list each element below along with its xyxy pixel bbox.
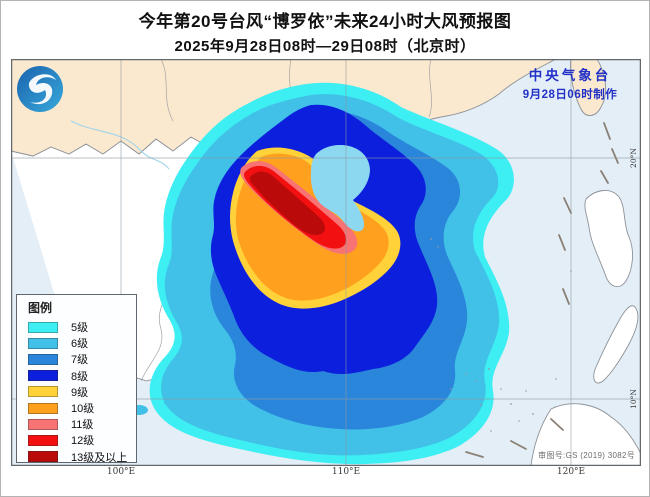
- palawan-island: [593, 305, 639, 384]
- luzon-island: [584, 190, 633, 288]
- legend-item: 13级及以上: [28, 449, 136, 465]
- legend-item: 8级: [28, 368, 136, 384]
- legend-label: 10级: [71, 403, 95, 416]
- legend-label: 5级: [71, 322, 89, 335]
- legend-item: 7级: [28, 351, 136, 367]
- x-axis-label-100e: 100°E: [106, 467, 136, 477]
- legend-swatch: [28, 451, 58, 463]
- legend-swatch: [28, 418, 58, 430]
- legend-swatch: [28, 337, 58, 349]
- y-axis-label-20n: 20°N: [629, 148, 638, 168]
- x-axis-label-110e: 110°E: [331, 467, 361, 477]
- legend-label: 13级及以上: [71, 451, 128, 464]
- agency-issue-time: 9月28日06时制作: [522, 89, 618, 101]
- forecast-map: [11, 59, 641, 466]
- approval-note: 审图号:GS (2019) 3082号: [538, 451, 635, 460]
- cma-logo-icon: [17, 66, 63, 112]
- taiwan-island: [570, 59, 607, 116]
- legend-swatch: [28, 386, 58, 398]
- agency-name: 中央气象台: [528, 68, 612, 83]
- map-frame: [11, 59, 641, 466]
- agency-block: 中央气象台 9月28日06时制作: [501, 64, 639, 102]
- page-title: 今年第20号台风“博罗依”未来24小时大风预报图: [138, 12, 512, 31]
- legend-item: 6级: [28, 335, 136, 351]
- legend-swatch: [28, 402, 58, 414]
- page-subtitle: 2025年9月28日08时—29日08时（北京时）: [174, 38, 476, 55]
- legend-item: 9级: [28, 384, 136, 400]
- legend-label: 6级: [71, 338, 89, 351]
- legend-item: 5级: [28, 319, 136, 335]
- legend-label: 11级: [71, 419, 94, 432]
- legend-title: 图例: [28, 301, 53, 315]
- y-axis-label-10n: 10°N: [629, 389, 638, 409]
- nine-dash-line: [465, 122, 619, 458]
- page-title-block: 今年第20号台风“博罗依”未来24小时大风预报图 2025年9月28日08时—2…: [1, 7, 649, 56]
- legend-swatch: [28, 370, 58, 382]
- legend-label: 12级: [71, 435, 95, 448]
- legend-item: 12级: [28, 432, 136, 448]
- legend-item: 10级: [28, 400, 136, 416]
- legend-item: 11级: [28, 416, 136, 432]
- wind-level-13-area: [249, 171, 326, 236]
- legend: 图例 5级 6级 7级 8级 9级 10级 11级: [16, 294, 137, 465]
- legend-swatch: [28, 434, 58, 446]
- legend-swatch: [28, 353, 58, 365]
- borneo-island: [530, 403, 641, 466]
- legend-swatch: [28, 321, 58, 333]
- legend-label: 8级: [71, 370, 89, 383]
- legend-label: 9级: [71, 386, 89, 399]
- hainan-lighter-area: [310, 144, 370, 232]
- legend-label: 7级: [71, 354, 89, 367]
- x-axis-label-120e: 120°E: [556, 467, 586, 477]
